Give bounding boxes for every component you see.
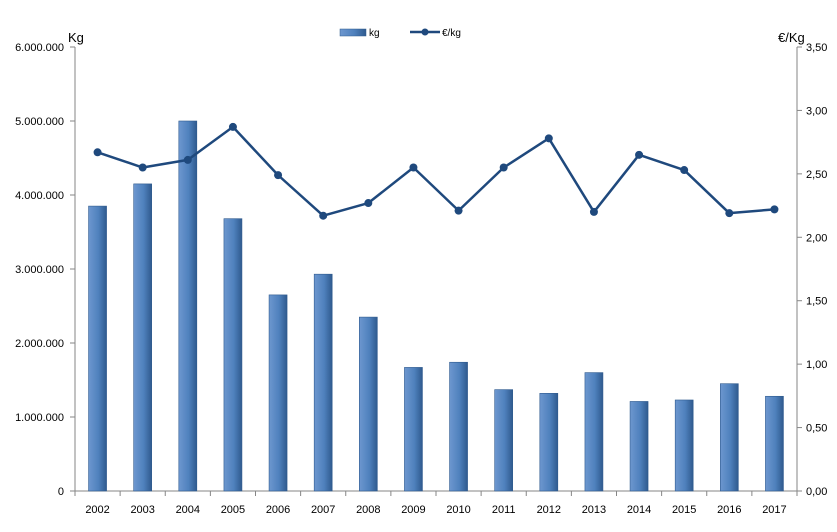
bar-2002: [88, 205, 107, 492]
x-tick-label: 2015: [672, 504, 696, 516]
bar-2012: [539, 393, 559, 492]
x-tick-label: 2016: [717, 504, 741, 516]
price-point-2017: [770, 205, 779, 214]
bar-2010: [449, 361, 468, 492]
legend-label-kg: kg: [369, 28, 380, 39]
bar-2015: [674, 399, 694, 492]
price-point-2013: [589, 207, 598, 216]
bar-2009: [404, 367, 423, 492]
x-tick-label: 2008: [356, 504, 380, 516]
x-tick-label: 2002: [85, 504, 109, 516]
x-tick-label: 2007: [311, 504, 335, 516]
bar-2006: [268, 294, 288, 492]
price-point-2016: [725, 209, 734, 218]
line-series-eur-kg: [93, 122, 779, 220]
y-axis-title: Kg: [68, 30, 84, 45]
price-point-2008: [364, 199, 373, 208]
price-point-2005: [228, 122, 237, 131]
bar-2016: [720, 383, 739, 492]
y-tick-label: 6.000.000: [15, 42, 64, 54]
y2-tick-label: 1,50: [806, 296, 827, 308]
y-tick-label: 0: [58, 486, 64, 498]
y-tick-label: 1.000.000: [15, 412, 64, 424]
y-tick-label: 2.000.000: [15, 338, 64, 350]
y-tick-labels: 0 1.000.000 2.000.000 3.000.000 4.000.000 5.0…: [15, 42, 64, 498]
y-tick-label: 5.000.000: [15, 116, 64, 128]
x-tick-label: 2003: [130, 504, 154, 516]
y-tick-label: 4.000.000: [15, 190, 64, 202]
y2-tick-label: 3,50: [806, 42, 827, 54]
bar-2017: [765, 395, 784, 492]
price-point-2004: [183, 155, 192, 164]
price-point-2009: [409, 163, 418, 172]
y-tick-label: 3.000.000: [15, 264, 64, 276]
bar-2014: [629, 401, 649, 492]
legend: kg €/kg: [339, 28, 461, 39]
y2-tick-label: 1,00: [806, 359, 827, 371]
y2-tick-label: 0,00: [806, 486, 827, 498]
legend-label-eur-kg: €/kg: [442, 28, 461, 39]
x-tick-label: 2005: [221, 504, 245, 516]
price-point-2015: [680, 166, 689, 175]
y2-tick-label: 2,00: [806, 232, 827, 244]
x-tick-label: 2010: [446, 504, 470, 516]
price-line: [97, 125, 775, 217]
x-tick-label: 2009: [401, 504, 425, 516]
x-tick-label: 2006: [266, 504, 290, 516]
bar-2004: [178, 120, 198, 492]
price-point-2010: [454, 206, 463, 215]
bar-2005: [223, 218, 243, 492]
y2-tick-label: 0,50: [806, 423, 827, 435]
x-tick-label: 2011: [492, 504, 516, 516]
bar-2003: [133, 183, 152, 492]
price-point-2012: [544, 134, 553, 143]
x-tick-label: 2017: [762, 504, 786, 516]
x-tick-label: 2004: [176, 504, 200, 516]
x-tick-label: 2013: [582, 504, 606, 516]
price-point-2003: [138, 163, 147, 172]
bar-2013: [584, 372, 604, 492]
x-tick-label: 2014: [627, 504, 651, 516]
bar-series-kg: [88, 120, 784, 492]
y2-tick-labels: 0,00 0,50 1,00 1,50 2,00 2,50 3,00 3,50: [806, 42, 827, 498]
y2-tick-label: 2,50: [806, 169, 827, 181]
price-point-2011: [499, 163, 508, 172]
legend-swatch-kg: [339, 28, 367, 37]
bar-2007: [313, 273, 333, 492]
y2-axis-title: €/Kg: [778, 30, 805, 45]
price-point-2002: [93, 148, 102, 157]
price-point-2014: [635, 150, 644, 159]
y2-tick-label: 3,00: [806, 105, 827, 117]
x-tick-labels: 2002 2003 2004 2005 2006 2007 2008 2009 2010 2011…: [85, 504, 786, 516]
bar-2008: [359, 316, 378, 492]
bar-2011: [494, 389, 513, 492]
price-point-2006: [274, 171, 283, 180]
price-point-2007: [319, 211, 328, 220]
legend-marker-eur-kg: [421, 28, 429, 36]
x-tick-label: 2012: [537, 504, 561, 516]
